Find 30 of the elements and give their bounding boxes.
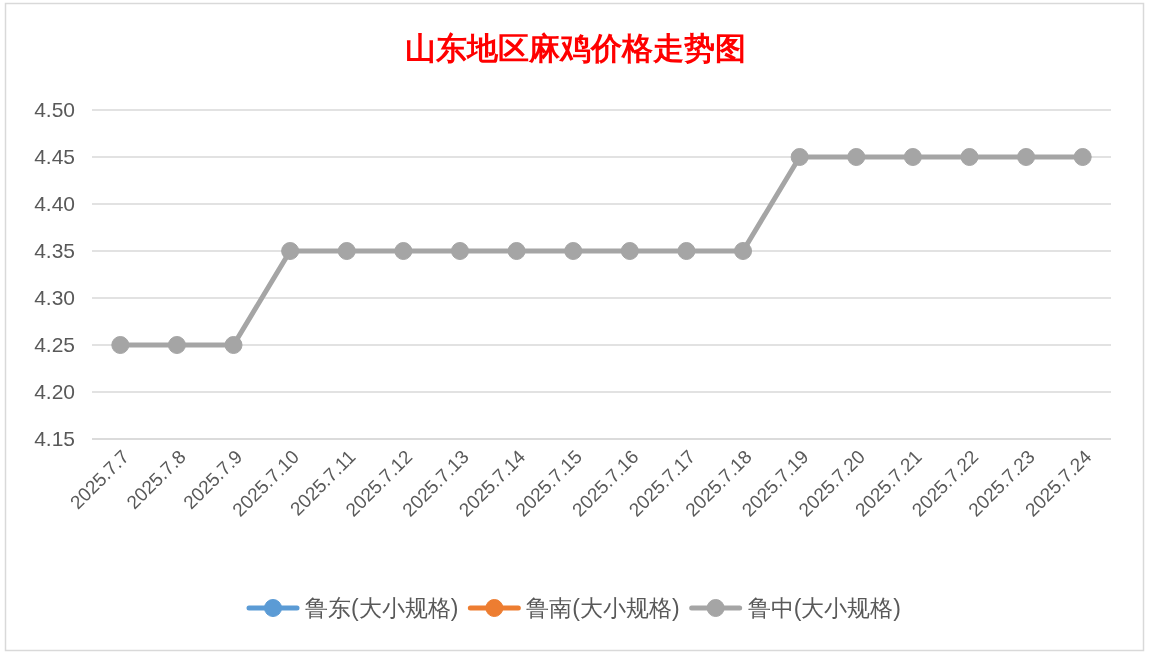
point [394,242,413,260]
legend-label: 鲁东(大小规格) [305,595,459,621]
point [167,336,186,354]
point [111,336,130,354]
point [224,336,243,354]
point [620,242,639,260]
point [847,148,866,166]
point [677,242,696,260]
y-tick-label: 4.40 [34,192,75,215]
y-tick-label: 4.20 [34,380,75,403]
y-tick-label: 4.45 [34,145,75,168]
point [790,148,809,166]
point [507,242,526,260]
point [337,242,356,260]
point [281,242,300,260]
legend-label: 鲁南(大小规格) [526,595,680,621]
title: 山东地区麻鸡价格走势图 [404,30,746,66]
point [903,148,922,166]
y-tick-label: 4.25 [34,333,75,356]
point [1017,148,1036,166]
y-tick-label: 4.50 [34,98,75,121]
point [960,148,979,166]
point [734,242,753,260]
y-tick-label: 4.15 [34,427,75,450]
point [450,242,469,260]
y-tick-label: 4.35 [34,239,75,262]
point [1073,148,1092,166]
legend-label: 鲁中(大小规格) [747,595,901,621]
y-tick-label: 4.30 [34,286,75,309]
point [564,242,583,260]
